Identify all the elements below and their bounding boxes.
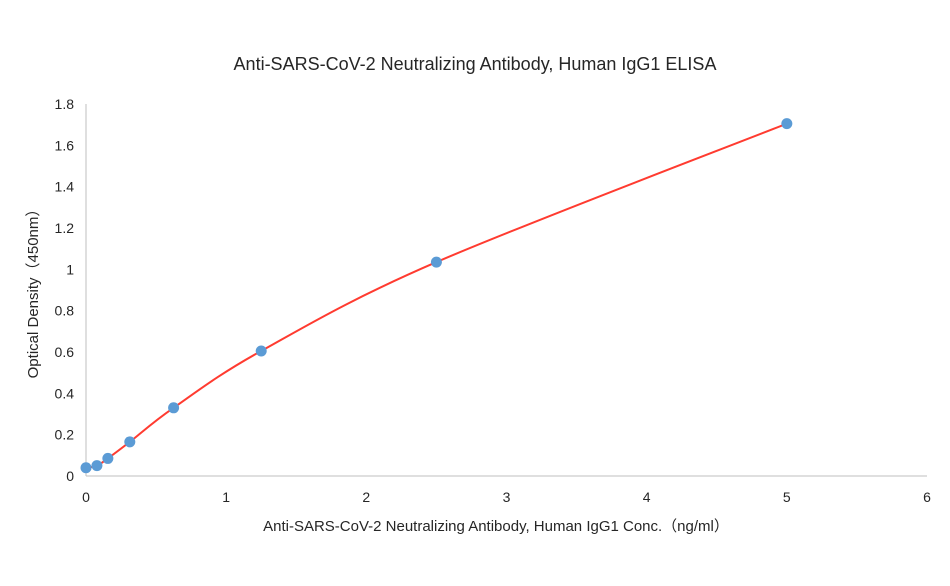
- x-tick-label: 3: [503, 489, 511, 505]
- x-tick-label: 6: [923, 489, 931, 505]
- data-point: [91, 460, 103, 472]
- chart-title: Anti-SARS-CoV-2 Neutralizing Antibody, H…: [234, 54, 717, 74]
- y-tick-labels: 0 0.2 0.4 0.6 0.8 1 1.2 1.4 1.6 1.8: [55, 96, 75, 484]
- x-tick-label: 5: [783, 489, 791, 505]
- fit-curve: [85, 122, 788, 469]
- y-tick-label: 0.4: [55, 385, 75, 401]
- x-tick-label: 2: [362, 489, 370, 505]
- y-tick-label: 0: [66, 468, 74, 484]
- x-tick-label: 0: [82, 489, 90, 505]
- data-point: [255, 345, 267, 357]
- data-point: [102, 452, 114, 464]
- y-tick-label: 1.6: [55, 137, 75, 153]
- y-tick-label: 0.8: [55, 303, 75, 319]
- x-tick-labels: 0 1 2 3 4 5 6: [82, 489, 931, 505]
- y-tick-label: 0.6: [55, 344, 75, 360]
- y-axis-title: Optical Density（450nm）: [25, 202, 42, 379]
- y-tick-label: 1.4: [55, 179, 75, 195]
- data-points: [80, 118, 793, 474]
- y-tick-label: 1.8: [55, 96, 75, 112]
- data-point: [168, 402, 180, 414]
- x-axis-title: Anti-SARS-CoV-2 Neutralizing Antibody, H…: [263, 518, 729, 535]
- data-point: [80, 462, 92, 474]
- x-tick-label: 4: [643, 489, 651, 505]
- x-tick-label: 1: [222, 489, 230, 505]
- y-tick-label: 0.2: [55, 427, 75, 443]
- data-point: [124, 436, 136, 448]
- data-point: [430, 256, 442, 268]
- y-tick-label: 1.2: [55, 220, 75, 236]
- data-point: [781, 118, 793, 130]
- y-tick-label: 1: [66, 261, 74, 277]
